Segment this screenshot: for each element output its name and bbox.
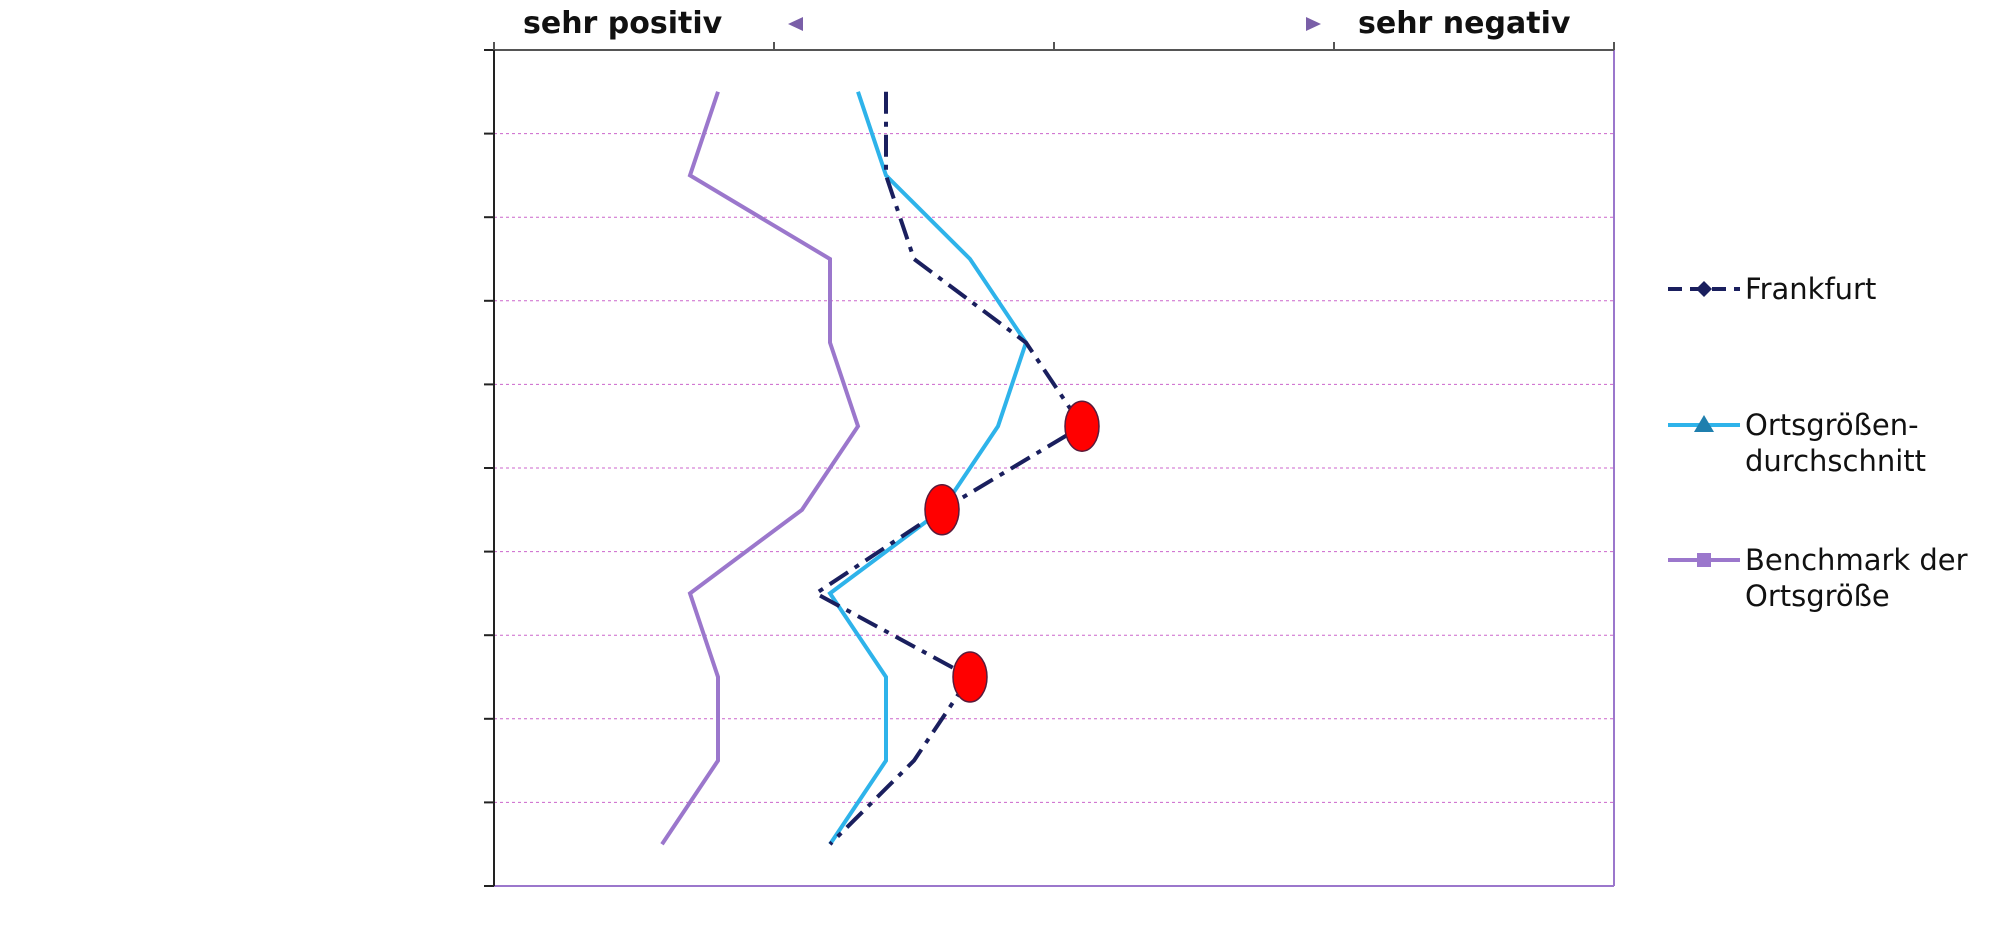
grid-layer bbox=[494, 133, 1614, 803]
legend-marker-triangle-icon bbox=[1694, 415, 1714, 432]
arrow-right-icon bbox=[1306, 17, 1321, 31]
axes-layer bbox=[484, 42, 1615, 887]
header-layer: sehr positiv sehr negativ bbox=[523, 6, 1571, 41]
legend-label-1: Ortsgrößen-durchschnitt bbox=[1745, 408, 1926, 478]
highlight-marker bbox=[924, 484, 960, 536]
legend-label-2: Benchmark der Ortsgröße bbox=[1745, 543, 1968, 613]
highlight-layer bbox=[924, 400, 1100, 703]
series-line-0 bbox=[812, 91, 1085, 846]
legend-marker-diamond-icon bbox=[1696, 281, 1712, 297]
header-left-label: sehr positiv bbox=[523, 6, 723, 41]
series-layer bbox=[660, 91, 1085, 846]
series-line-2 bbox=[660, 91, 861, 846]
arrow-left-icon bbox=[788, 17, 803, 31]
highlight-marker bbox=[952, 651, 988, 703]
legend: Frankfurt Ortsgrößen-durchschnitt Benchmar… bbox=[1668, 272, 1968, 613]
series-line-1 bbox=[827, 91, 1029, 846]
highlight-marker bbox=[1064, 400, 1100, 452]
legend-label-0: Frankfurt bbox=[1745, 272, 1876, 306]
legend-marker-square-icon bbox=[1697, 553, 1711, 567]
header-right-label: sehr negativ bbox=[1358, 6, 1571, 41]
